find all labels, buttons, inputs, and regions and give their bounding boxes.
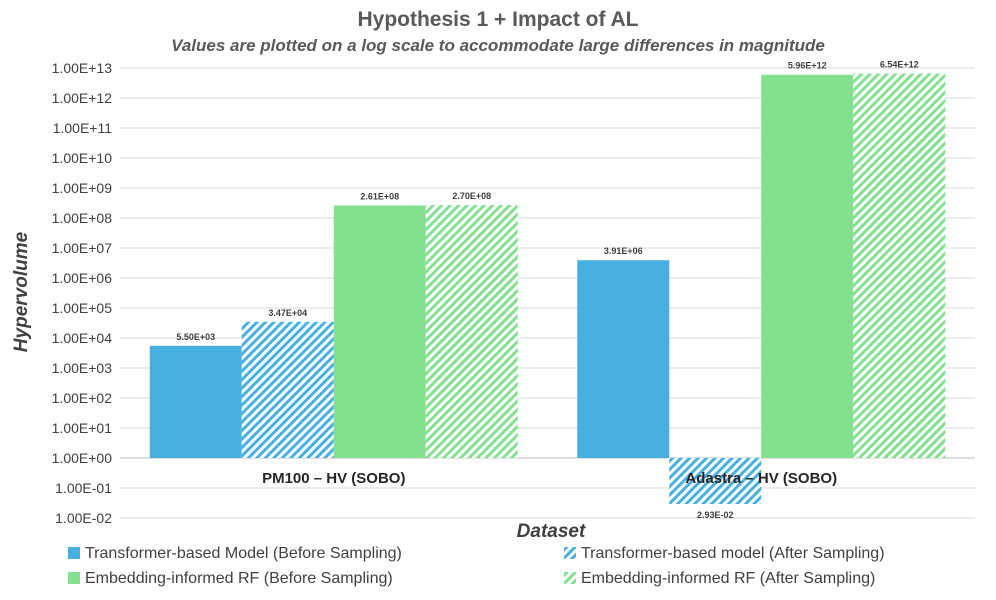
y-tick-label: 1.00E+03 xyxy=(52,360,113,376)
chart-subtitle: Values are plotted on a log scale to acc… xyxy=(171,36,825,55)
legend-label: Transformer-based model (After Sampling) xyxy=(581,545,885,562)
bar xyxy=(149,345,242,458)
data-label: 2.70E+08 xyxy=(452,191,491,201)
data-label: 2.61E+08 xyxy=(360,192,399,202)
data-label: 2.93E-02 xyxy=(697,510,734,520)
chart-title: Hypothesis 1 + Impact of AL xyxy=(357,8,638,31)
bar xyxy=(425,205,518,458)
legend-swatch xyxy=(68,547,80,559)
legend-label: Embedding-informed RF (Before Sampling) xyxy=(85,570,393,587)
y-tick-label: 1.00E-01 xyxy=(55,480,112,496)
data-label: 3.47E+04 xyxy=(268,308,307,318)
y-tick-label: 1.00E+07 xyxy=(52,240,113,256)
y-tick-label: 1.00E+01 xyxy=(52,420,113,436)
y-tick-label: 1.00E+00 xyxy=(52,450,113,466)
y-tick-label: 1.00E+05 xyxy=(52,300,113,316)
bar xyxy=(577,260,670,458)
category-label: PM100 – HV (SOBO) xyxy=(262,470,405,487)
legend-label: Embedding-informed RF (After Sampling) xyxy=(581,570,875,587)
data-label: 3.91E+06 xyxy=(604,246,643,256)
category-labels: PM100 – HV (SOBO) Adastra – HV (SOBO) xyxy=(262,470,837,487)
y-tick-label: 1.00E+13 xyxy=(52,60,113,76)
bar xyxy=(333,205,426,458)
legend: Transformer-based Model (Before Sampling… xyxy=(68,545,885,587)
data-label: 5.50E+03 xyxy=(176,332,215,342)
y-tick-label: 1.00E+12 xyxy=(52,90,113,106)
bar xyxy=(853,73,946,459)
y-axis-title: Hypervolume xyxy=(11,231,32,352)
y-tick-label: 1.00E-02 xyxy=(55,510,112,526)
legend-swatch xyxy=(68,572,80,584)
y-axis-ticks: 1.00E-02 1.00E-01 1.00E+00 1.00E+01 1.00E+02… xyxy=(52,60,113,526)
legend-swatch xyxy=(564,547,576,559)
x-axis-title: Dataset xyxy=(517,521,586,542)
legend-swatch xyxy=(564,572,576,584)
y-tick-label: 1.00E+08 xyxy=(52,210,113,226)
y-tick-label: 1.00E+11 xyxy=(53,120,113,136)
bar xyxy=(669,458,762,504)
bar xyxy=(761,74,854,458)
data-labels: 5.50E+03 3.47E+04 2.61E+08 2.70E+08 3.91E+06… xyxy=(176,60,918,520)
legend-label: Transformer-based Model (Before Sampling… xyxy=(85,545,402,562)
y-tick-label: 1.00E+02 xyxy=(52,390,113,406)
y-tick-label: 1.00E+06 xyxy=(52,270,113,286)
data-label: 6.54E+12 xyxy=(880,60,919,70)
y-tick-label: 1.00E+09 xyxy=(52,180,113,196)
bar xyxy=(241,321,334,458)
y-tick-label: 1.00E+10 xyxy=(52,150,113,166)
data-label: 5.96E+12 xyxy=(788,61,827,71)
y-tick-label: 1.00E+04 xyxy=(52,330,113,346)
bars xyxy=(149,73,946,504)
category-label: Adastra – HV (SOBO) xyxy=(685,470,837,487)
